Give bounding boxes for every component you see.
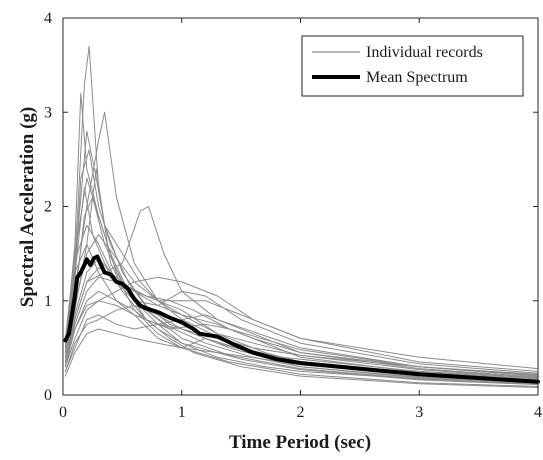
x-axis: 0 1 2 3 4: [59, 18, 542, 421]
mean-spectrum-series: [63, 254, 540, 384]
individual-record-line-22: [64, 300, 539, 375]
x-tick-label: 4: [534, 404, 542, 421]
y-tick-label: 1: [44, 293, 52, 310]
x-tick-label: 1: [178, 404, 186, 421]
y-axis: 0 1 2 3 4: [44, 10, 538, 404]
y-tick-label: 0: [44, 387, 52, 404]
individual-record-line-11: [64, 290, 539, 385]
mean-spectrum-line: [63, 254, 540, 384]
y-tick-label: 3: [44, 104, 52, 121]
y-axis-title: Spectral Acceleration (g): [17, 107, 38, 307]
legend: Individual records Mean Spectrum: [301, 35, 524, 97]
legend-label-individual: Individual records: [366, 44, 483, 61]
individual-record-line-12: [64, 196, 539, 383]
individual-record-line-16: [64, 243, 539, 384]
individual-record-line-1: [64, 45, 539, 387]
x-axis-title: Time Period (sec): [229, 432, 371, 453]
individual-record-line-3: [64, 111, 539, 382]
y-tick-label: 2: [44, 199, 52, 216]
y-tick-label: 4: [44, 10, 52, 27]
individual-record-line-14: [64, 149, 539, 385]
x-tick-label: 3: [415, 404, 423, 421]
legend-box: [301, 35, 524, 97]
individual-record-line-4: [64, 168, 539, 379]
individual-records-series: [64, 45, 539, 388]
individual-record-line-21: [64, 267, 539, 377]
legend-label-mean: Mean Spectrum: [366, 69, 468, 86]
x-tick-label: 0: [59, 404, 67, 421]
individual-record-line-20: [64, 130, 539, 383]
x-tick-label: 2: [297, 404, 305, 421]
individual-record-line-2: [64, 92, 539, 386]
